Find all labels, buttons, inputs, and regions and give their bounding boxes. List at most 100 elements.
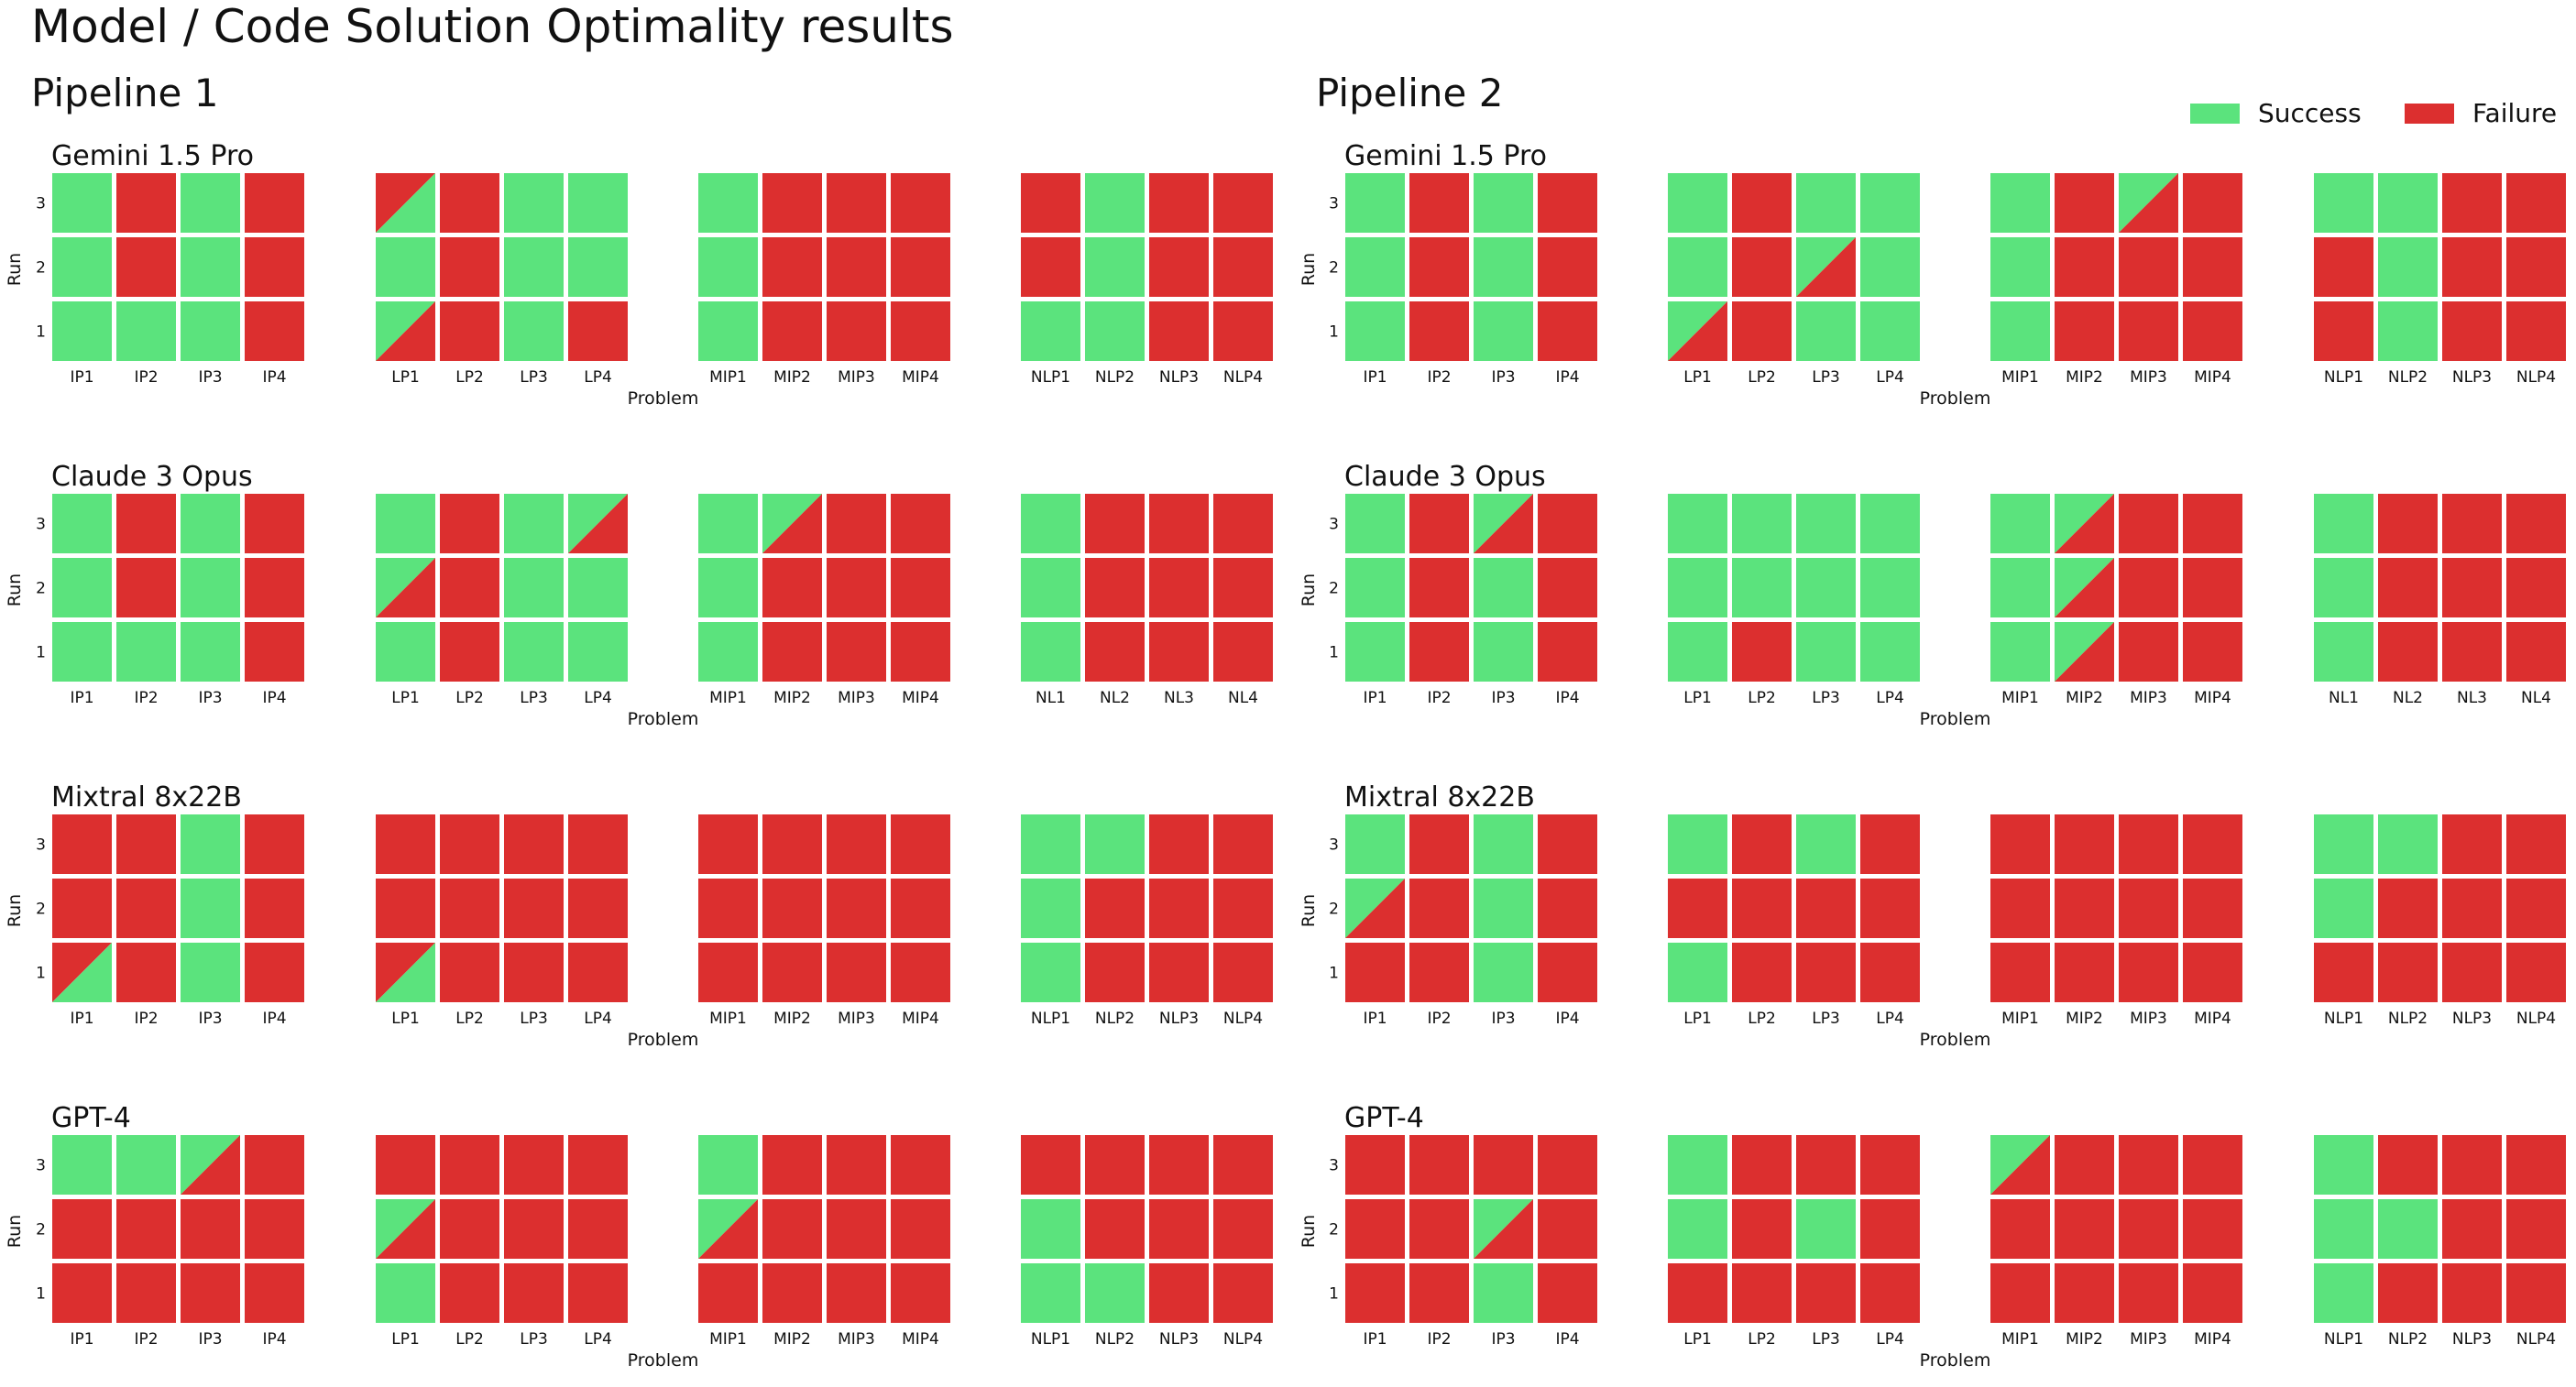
split-cell (2119, 173, 2178, 233)
cell (1085, 1135, 1145, 1195)
cell (1538, 1263, 1597, 1323)
legend-label-failure: Failure (2472, 98, 2557, 128)
cell (1409, 1263, 1469, 1323)
run-tick-label: 1 (1329, 323, 1339, 342)
cell (245, 943, 304, 1002)
cell (891, 558, 950, 617)
problem-group: LP1 LP2 LP3 LP4 (376, 814, 628, 1028)
cell (245, 494, 304, 553)
x-axis-label: Problem (628, 388, 699, 409)
cell (2378, 622, 2438, 682)
problem-tick-label: IP1 (1363, 1010, 1387, 1028)
problem-tick-label: NLP1 (2324, 1010, 2363, 1028)
problem-tick-label: IP1 (70, 689, 93, 707)
cell (1668, 173, 1727, 233)
cell (1149, 814, 1209, 874)
cell (2183, 237, 2242, 297)
cell (1149, 1263, 1209, 1323)
cell (1021, 1263, 1080, 1323)
cell (2378, 173, 2438, 233)
cell (698, 301, 758, 361)
cell (1149, 301, 1209, 361)
problem-group: IP1 IP2 IP3 IP4 (52, 173, 304, 387)
cell (2442, 237, 2502, 297)
cell (1149, 879, 1209, 938)
cell (1021, 1135, 1080, 1195)
problem-tick-label: LP3 (1812, 1010, 1840, 1028)
run-tick-label: 2 (1329, 1221, 1339, 1240)
run-tick-label: 2 (1329, 901, 1339, 919)
cell (2183, 879, 2242, 938)
cell (698, 814, 758, 874)
cell (891, 1263, 950, 1323)
cell (1085, 943, 1145, 1002)
problem-tick-label: MIP3 (838, 1010, 875, 1028)
page-title: Model / Code Solution Optimality results (31, 0, 954, 53)
cell (2442, 1135, 2502, 1195)
cell (1732, 558, 1792, 617)
cell (1409, 558, 1469, 617)
split-cell (1474, 494, 1533, 553)
cell (1668, 237, 1727, 297)
cell (245, 879, 304, 938)
problem-tick-label: NL1 (2329, 689, 2359, 707)
y-axis-label: Run (1299, 1215, 1319, 1248)
problem-tick-label: NL4 (1228, 689, 1258, 707)
problem-group: NL1 NL2 NL3 NL4 (1021, 494, 1273, 707)
cell (1796, 879, 1856, 938)
problem-tick-label: MIP4 (2194, 1330, 2231, 1349)
problem-tick-label: LP1 (391, 689, 420, 707)
split-cell (1345, 879, 1405, 938)
cell (1732, 494, 1792, 553)
cell (1860, 494, 1920, 553)
cell (1732, 1135, 1792, 1195)
problem-tick-label: NLP2 (1095, 1330, 1135, 1349)
cell (1796, 301, 1856, 361)
cell (1990, 237, 2050, 297)
cell (568, 622, 628, 682)
problem-tick-label: IP1 (70, 368, 93, 387)
cell (1345, 173, 1405, 233)
cell (1474, 301, 1533, 361)
cell (1668, 1199, 1727, 1259)
cell (891, 237, 950, 297)
cell (1345, 558, 1405, 617)
problem-tick-label: IP3 (198, 1330, 222, 1349)
cell (1409, 173, 1469, 233)
split-cell (376, 173, 435, 233)
cell (52, 814, 112, 874)
cell (762, 622, 822, 682)
cell-lower-right (762, 494, 822, 553)
cell (1085, 814, 1145, 874)
problem-tick-label: IP4 (1555, 1010, 1579, 1028)
y-axis-label: Run (1299, 573, 1319, 606)
cell (1085, 237, 1145, 297)
cell (1149, 558, 1209, 617)
run-tick-label: 1 (36, 323, 46, 342)
cell (1085, 1199, 1145, 1259)
run-tick-label: 1 (1329, 1285, 1339, 1304)
problem-tick-label: LP3 (1812, 1330, 1840, 1349)
cell (1538, 814, 1597, 874)
y-axis-label: Run (1299, 253, 1319, 286)
problem-tick-label: MIP3 (838, 368, 875, 387)
cell (891, 173, 950, 233)
problem-tick-label: LP1 (391, 368, 420, 387)
problem-tick-label: MIP1 (2001, 689, 2039, 707)
cell-lower-right (1345, 879, 1405, 938)
problem-tick-label: MIP2 (773, 689, 811, 707)
cell (1860, 879, 1920, 938)
split-cell (376, 1199, 435, 1259)
run-tick-label: 2 (36, 1221, 46, 1240)
problem-tick-label: MIP1 (2001, 1330, 2039, 1349)
cell (1474, 943, 1533, 1002)
run-tick-label: 3 (1329, 195, 1339, 213)
cell (1990, 173, 2050, 233)
cell (1538, 622, 1597, 682)
cell (2119, 237, 2178, 297)
problem-group: MIP1 MIP2 MIP3 MIP4 (1990, 814, 2242, 1028)
cell (1796, 1263, 1856, 1323)
cell (1345, 943, 1405, 1002)
problem-tick-label: NLP2 (1095, 1010, 1135, 1028)
